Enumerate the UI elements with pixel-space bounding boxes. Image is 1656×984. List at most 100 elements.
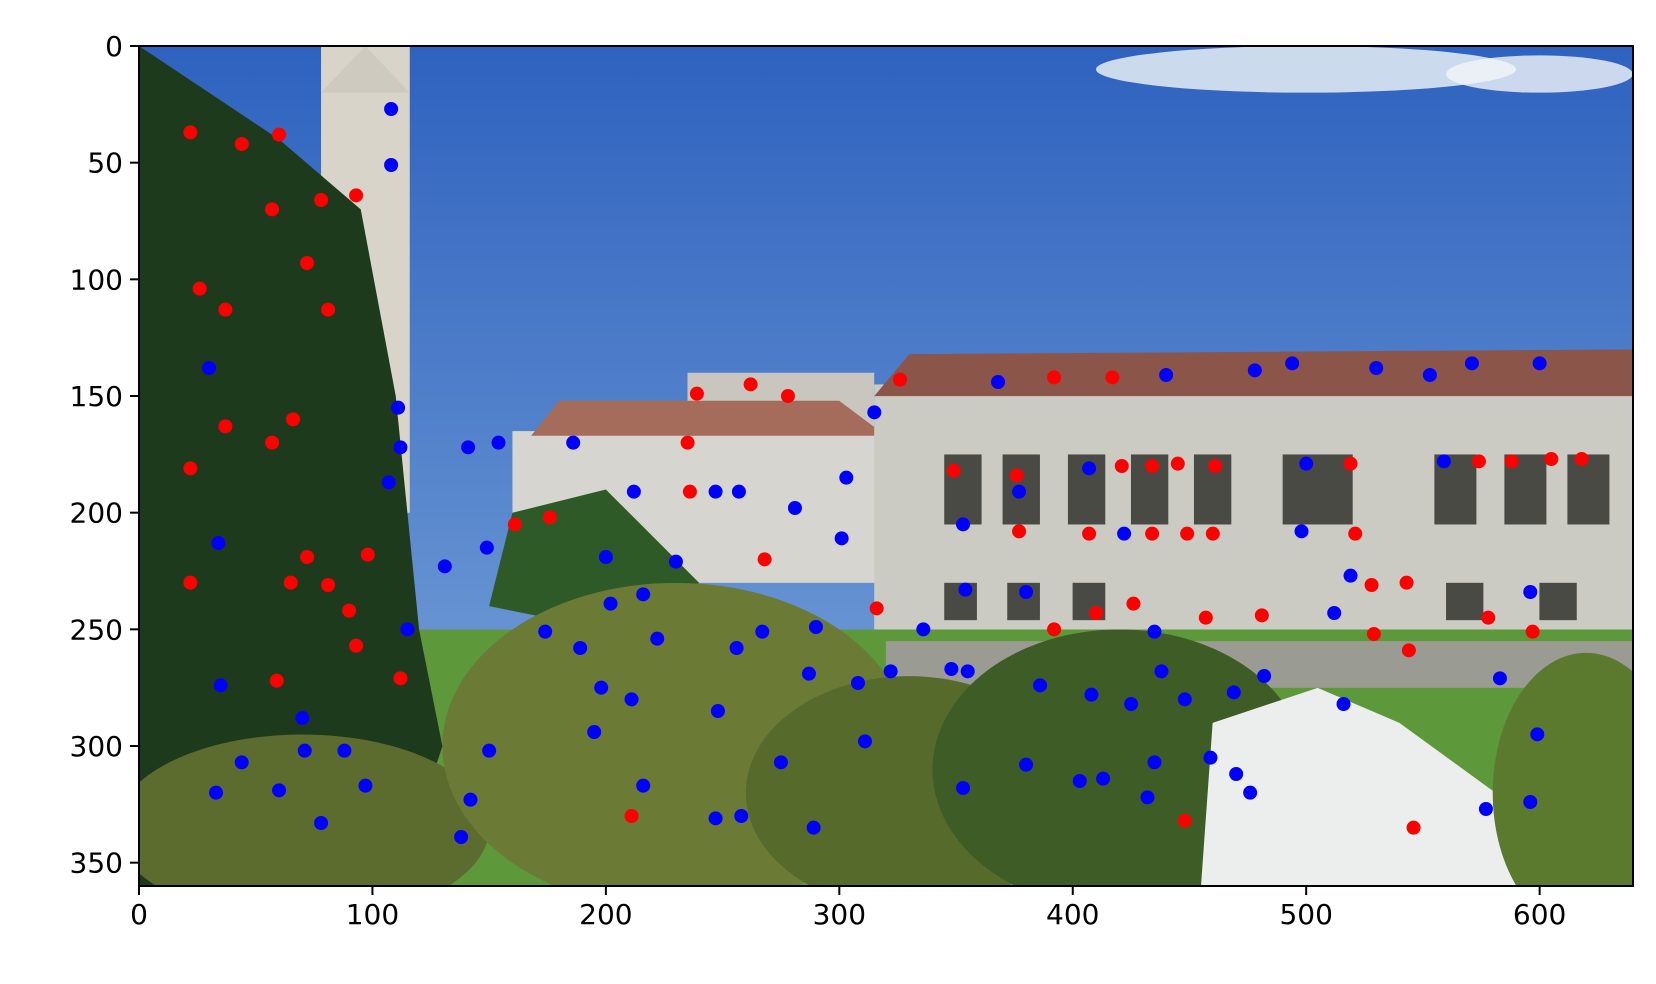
point bbox=[393, 440, 408, 455]
point bbox=[1145, 526, 1160, 541]
point bbox=[867, 405, 882, 420]
point bbox=[384, 102, 399, 116]
point bbox=[283, 575, 298, 590]
point bbox=[1198, 610, 1213, 625]
point bbox=[773, 755, 788, 770]
y-tick-label: 100 bbox=[70, 263, 123, 296]
point bbox=[1294, 524, 1309, 539]
point bbox=[1247, 363, 1262, 378]
point bbox=[269, 673, 284, 688]
point bbox=[1203, 750, 1218, 765]
point bbox=[743, 377, 758, 392]
x-tick-label: 200 bbox=[579, 898, 632, 931]
point bbox=[265, 202, 280, 217]
point bbox=[710, 704, 725, 718]
point bbox=[1047, 370, 1062, 385]
point bbox=[650, 631, 665, 646]
point bbox=[1033, 678, 1048, 693]
point bbox=[1523, 795, 1538, 809]
point bbox=[286, 412, 301, 427]
point bbox=[1117, 526, 1132, 541]
point bbox=[1504, 454, 1519, 469]
x-tick-label: 600 bbox=[1513, 898, 1566, 931]
point bbox=[1140, 790, 1155, 805]
point bbox=[624, 809, 639, 823]
point bbox=[1544, 452, 1559, 466]
point bbox=[1525, 624, 1540, 639]
point bbox=[991, 375, 1006, 389]
point bbox=[349, 638, 364, 653]
point bbox=[461, 440, 476, 455]
point bbox=[463, 792, 478, 807]
point bbox=[1145, 459, 1160, 473]
point bbox=[400, 622, 415, 637]
point bbox=[1254, 608, 1269, 623]
point bbox=[314, 816, 329, 830]
point bbox=[1159, 368, 1174, 382]
point bbox=[1082, 526, 1097, 541]
point bbox=[780, 389, 795, 403]
point bbox=[297, 743, 312, 758]
point bbox=[265, 435, 280, 450]
point bbox=[1530, 727, 1545, 742]
point bbox=[1012, 484, 1027, 499]
point bbox=[1366, 627, 1381, 641]
point bbox=[682, 484, 697, 499]
point bbox=[1369, 361, 1384, 375]
point bbox=[689, 386, 704, 401]
point bbox=[360, 547, 375, 562]
y-tick-label: 300 bbox=[70, 730, 123, 763]
point bbox=[1170, 456, 1185, 471]
point bbox=[1154, 664, 1169, 679]
y-tick-label: 0 bbox=[105, 30, 123, 63]
point bbox=[300, 256, 315, 270]
point bbox=[183, 575, 198, 590]
point bbox=[636, 587, 651, 602]
point bbox=[757, 552, 772, 567]
x-tick-label: 300 bbox=[813, 898, 866, 931]
point bbox=[1532, 356, 1547, 371]
point bbox=[1243, 785, 1258, 800]
point bbox=[1336, 697, 1351, 711]
point bbox=[1406, 820, 1421, 835]
point bbox=[482, 743, 497, 758]
point bbox=[213, 678, 228, 693]
point bbox=[1084, 687, 1099, 702]
point bbox=[218, 302, 233, 317]
point bbox=[958, 582, 973, 597]
point bbox=[1089, 606, 1104, 620]
point bbox=[314, 193, 329, 207]
point bbox=[946, 463, 961, 478]
point bbox=[1105, 370, 1120, 385]
point bbox=[808, 620, 823, 634]
point bbox=[1343, 568, 1358, 583]
point bbox=[708, 484, 723, 499]
point bbox=[209, 785, 224, 800]
point bbox=[183, 125, 198, 140]
point bbox=[1327, 606, 1342, 620]
point bbox=[1114, 459, 1129, 473]
point bbox=[1492, 671, 1507, 686]
point bbox=[668, 554, 683, 569]
x-tick-label: 500 bbox=[1279, 898, 1332, 931]
point bbox=[272, 783, 287, 798]
point bbox=[1147, 624, 1162, 639]
x-tick-label: 400 bbox=[1046, 898, 1099, 931]
photo bbox=[139, 46, 1633, 887]
point bbox=[183, 461, 198, 476]
point bbox=[479, 540, 494, 555]
point bbox=[850, 676, 865, 690]
point bbox=[300, 550, 315, 564]
point bbox=[956, 781, 971, 795]
point bbox=[1464, 356, 1479, 371]
point bbox=[916, 622, 931, 637]
point bbox=[1436, 454, 1451, 469]
point bbox=[1019, 585, 1034, 599]
point bbox=[626, 484, 641, 499]
point bbox=[507, 517, 522, 532]
point bbox=[321, 578, 336, 592]
point bbox=[192, 281, 207, 296]
point bbox=[1096, 771, 1111, 786]
point bbox=[381, 475, 396, 490]
